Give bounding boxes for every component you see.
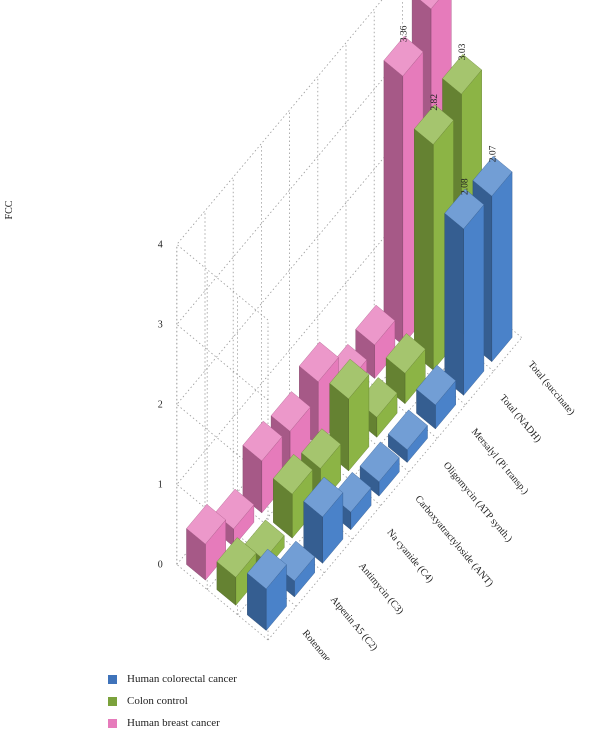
bar [444, 188, 485, 396]
bar [242, 420, 283, 514]
bar [359, 441, 400, 497]
bar [186, 504, 226, 581]
legend-item-colon-control: Colon control [108, 690, 237, 712]
bar [383, 36, 424, 346]
x-tick-label: Total (NADH) [497, 393, 543, 445]
x-tick-label: Antimycin (C3) [356, 561, 405, 617]
data-label: 2.07 [489, 145, 499, 162]
bars [186, 0, 513, 632]
data-label: 2.82 [430, 94, 440, 111]
legend-label-breast-cancer: Human breast cancer [127, 717, 220, 729]
y-tick-label: 1 [158, 479, 163, 490]
x-tick-label: Rotenone (C1) [300, 628, 346, 660]
legend-swatch-colorectal [108, 674, 117, 684]
x-tick-label: Na cyanide (C4) [384, 527, 435, 585]
legend: Human colorectal cancer Colon control Hu… [108, 668, 237, 734]
x-tick-label: Total (succinate) [525, 359, 576, 417]
data-label: 3.36 [400, 25, 410, 42]
floor-grid-line [267, 337, 523, 641]
x-tick-label: Atpenin A5 (C2) [328, 594, 380, 653]
y-tick-label: 2 [158, 399, 163, 410]
bar [388, 409, 428, 464]
bar [303, 476, 344, 564]
legend-item-breast-cancer: Human breast cancer [108, 712, 237, 734]
legend-swatch-colon-control [108, 696, 117, 706]
bar [273, 454, 313, 539]
bar [416, 364, 456, 430]
y-tick-label: 0 [158, 559, 163, 570]
legend-item-colorectal: Human colorectal cancer [108, 668, 237, 690]
y-axis-label: FCC [4, 200, 15, 219]
chart-area: 0 1 2 3 4 FCC Rotenone (C1)Atpenin A5 (C2)Anti… [4, 0, 577, 660]
data-label: 3.03 [458, 43, 468, 60]
bar [216, 537, 257, 606]
y-tick-label: 3 [158, 319, 163, 330]
legend-swatch-breast-cancer [108, 718, 117, 728]
bar [247, 548, 287, 632]
legend-label-colon-control: Colon control [127, 695, 188, 707]
x-tick-label: Mersalyl (Pi transp.) [469, 426, 530, 496]
y-tick-label: 4 [158, 239, 163, 250]
legend-label-colorectal: Human colorectal cancer [127, 673, 237, 685]
data-label: 2.08 [460, 178, 470, 195]
